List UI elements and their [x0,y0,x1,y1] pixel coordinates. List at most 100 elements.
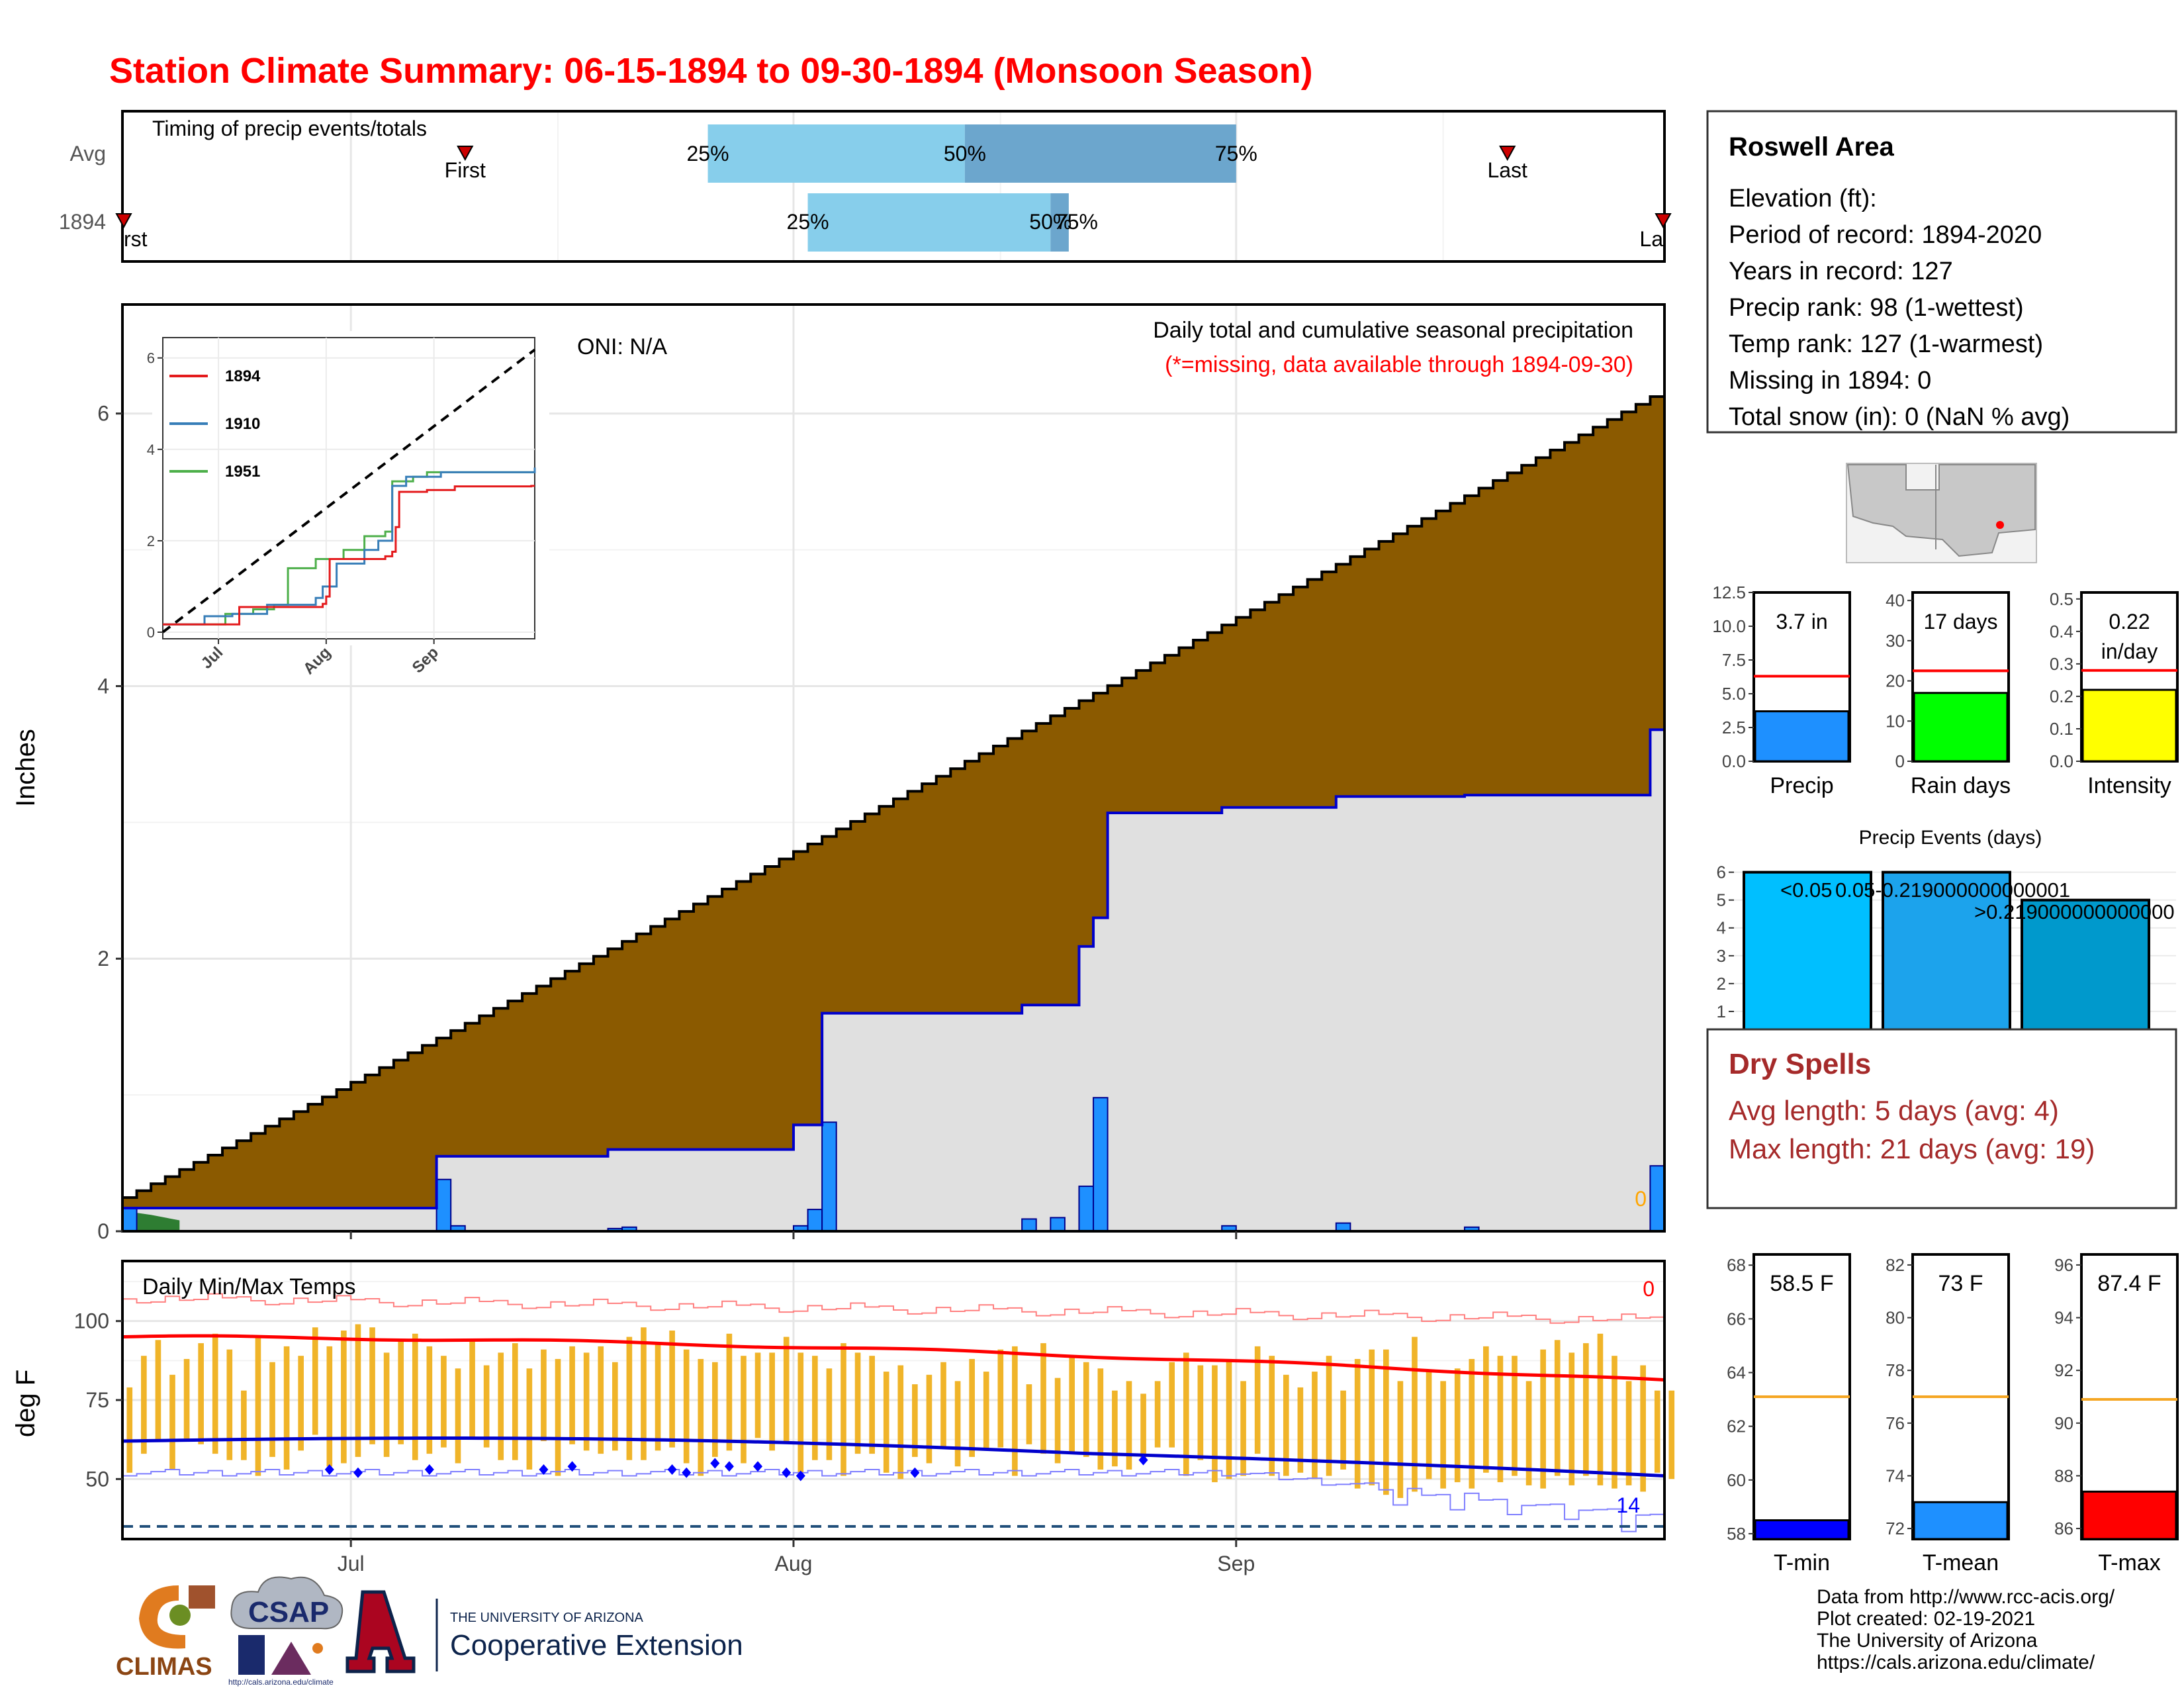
year-first-label: rst [124,227,148,251]
summary-bar-value-unit: in/day [2101,639,2158,663]
daily-temp-bar [854,1352,861,1454]
year-last-event-marker [1655,213,1672,229]
events-ytick-label: 5 [1717,890,1726,910]
daily-temp-bar [912,1384,918,1457]
daily-temp-bar [1197,1365,1204,1460]
daily-temp-bar [1183,1352,1189,1476]
events-bar [1882,870,2011,1041]
precip-ytick-label: 6 [97,402,109,426]
daily-precip-bar [1649,1165,1666,1233]
daily-temp-bar [1054,1378,1061,1464]
daily-precip-bar [1093,1097,1109,1233]
daily-temp-bar [940,1362,946,1448]
daily-temp-bar [655,1343,661,1451]
daily-temp-bar [1269,1356,1275,1476]
daily-temp-bar [298,1356,304,1451]
temp-ylabel: deg F [11,1370,40,1437]
record-low-point [353,1467,363,1478]
daily-temp-bar [1240,1381,1246,1476]
record-high-line [122,1293,1665,1324]
inset-legend-label: 1951 [225,463,260,481]
events-bar [1743,870,1872,1041]
daily-temp-bar [598,1346,604,1454]
events-ytick-label: 3 [1717,946,1726,966]
dry-spells-title: Dry Spells [1729,1048,1871,1080]
timing-panel: Timing of precip events/totals Avg 1894 … [59,110,1672,263]
daily-precip-bar [1050,1217,1066,1232]
events-ytick-label: 4 [1717,918,1726,938]
daily-temp-bar [698,1358,704,1476]
daily-temp-bar [726,1333,733,1451]
temp-count-bottom: 14 [1616,1493,1640,1517]
university-name: THE UNIVERSITY OF ARIZONA [450,1611,644,1625]
footer-line: Plot created: 02-19-2021 [1817,1608,2035,1630]
temp-summary-ytick-label: 82 [1886,1255,1905,1275]
temp-ytick-label: 100 [74,1309,109,1333]
summary-bar-ytick-label: 0.2 [2050,686,2073,706]
daily-temp-bar [1497,1356,1504,1483]
daily-temp-bar [1012,1346,1018,1476]
record-low-point [710,1458,720,1469]
timing-avg-bar-q1 [707,124,965,183]
daily-temp-bar [169,1374,175,1470]
timing-title: Timing of precip events/totals [152,117,427,140]
temp-summary-label: T-max [2098,1550,2160,1575]
summary-bar-ytick-label: 7.5 [1722,650,1746,670]
record-low-point [324,1464,334,1475]
csap-logo: CSAP http://cals.arizona.edu/climate [228,1576,343,1687]
station-info-line: Missing in 1894: 0 [1729,367,1931,395]
summary-bar-ytick-label: 0 [1895,751,1905,771]
events-ytick-label: 6 [1717,863,1726,882]
footer-line: The University of Arizona [1817,1630,2038,1652]
summary-bar-value [1754,710,1850,763]
summary-bar-value-label: 0.22 [2109,610,2150,633]
daily-temp-bar [826,1368,833,1460]
daily-temp-bar [1354,1358,1361,1489]
daily-temp-bar [1097,1368,1104,1470]
daily-temp-bar [526,1368,533,1470]
daily-temp-bar [626,1336,633,1460]
daily-temp-bar [1026,1384,1032,1444]
daily-temp-bar [641,1327,647,1460]
summary-bar-ytick-label: 40 [1886,590,1905,610]
daily-temp-bar [1154,1381,1161,1448]
station-info-line: Years in record: 127 [1729,258,1953,285]
daily-temp-bar [312,1327,318,1435]
precip-caption: Daily total and cumulative seasonal prec… [1153,318,1633,343]
temp-title: Daily Min/Max Temps [142,1274,355,1299]
daily-precip-bar [1021,1218,1037,1232]
daily-temp-bar [426,1346,433,1454]
temp-summary-label: T-min [1774,1550,1830,1575]
timing-year-pct: 25% [787,210,829,234]
daily-temp-bar [355,1324,361,1457]
record-low-line [122,1469,1665,1532]
daily-temp-bar [1426,1372,1432,1479]
timing-row-avg: Avg [69,142,106,165]
daily-temp-bar [241,1390,247,1460]
temp-summary-ytick-label: 96 [2054,1255,2073,1275]
daily-precip-bar [122,1207,138,1232]
events-bar [2021,898,2150,1041]
temp-summary-ytick-label: 90 [2054,1413,2073,1433]
temp-summary-value [1754,1519,1850,1540]
temp-ytick-label: 50 [85,1467,109,1491]
daily-temp-bar [969,1358,975,1457]
temp-summary-ytick-label: 64 [1727,1362,1746,1382]
daily-temp-bar [555,1358,561,1476]
cooperative-extension: Cooperative Extension [450,1629,743,1662]
summary-bar-ytick-label: 2.5 [1722,718,1746,737]
timing-year-bar-q1 [807,193,1051,252]
oni-label: ONI: N/A [577,334,667,359]
average-high-line [122,1334,1665,1382]
daily-temp-bar [569,1346,575,1444]
summary-bar-ytick-label: 10 [1886,711,1905,731]
precip-panel: 0 2 4 6 Inches ONI: N/A Daily total and cum… [11,303,1666,1243]
daily-temp-bar [155,1340,161,1442]
summary-bar-ytick-label: 0.0 [2050,751,2073,771]
timing-avg-pct: 25% [687,142,729,165]
year-last-label: La [1639,227,1663,251]
station-location-marker [1996,521,2004,529]
daily-temp-bar [512,1343,518,1460]
temp-summary-value-label: 58.5 F [1770,1271,1833,1296]
events-bar-label-moderate: 0.05-0.219000000000001 [1835,878,2070,902]
